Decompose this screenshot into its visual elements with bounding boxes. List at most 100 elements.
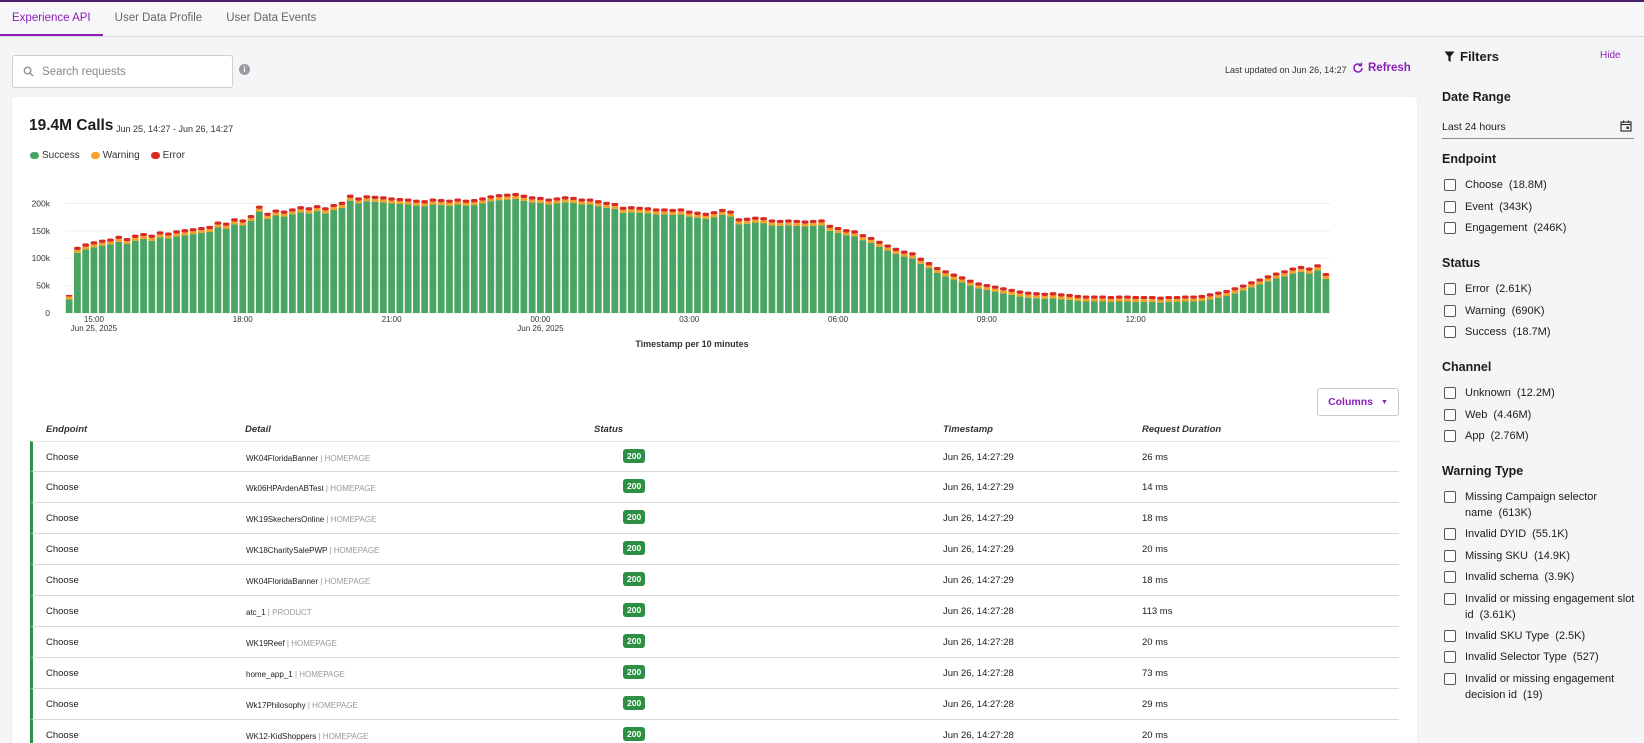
bar-error[interactable] [520,194,528,198]
bar-success[interactable] [685,216,693,313]
bar-success[interactable] [710,217,718,313]
bar-success[interactable] [1256,284,1264,313]
bar-error[interactable] [594,200,602,204]
tab-user-data-profile[interactable]: User Data Profile [114,12,203,24]
bar-warning[interactable] [65,296,73,300]
bar-error[interactable] [1099,295,1107,299]
bar-success[interactable] [718,214,726,313]
table-row[interactable]: Choose atc_1 | PRODUCT 200 Jun 26, 14:27:28… [30,596,1399,627]
bar-warning[interactable] [594,203,602,207]
bar-success[interactable] [1314,270,1321,313]
bar-success[interactable] [164,238,172,314]
filter-endpoint-option[interactable]: Choose (18.8M) [1444,177,1639,193]
bar-warning[interactable] [115,239,123,242]
bar-error[interactable] [164,232,172,236]
bar-warning[interactable] [90,244,98,248]
bar-success[interactable] [884,250,892,313]
checkbox[interactable] [1444,283,1456,295]
filter-warning-type-option[interactable]: Invalid DYID (55.1K) [1444,526,1639,542]
bar-error[interactable] [512,193,519,197]
bar-success[interactable] [1305,273,1313,313]
search-box[interactable] [12,55,233,88]
bar-success[interactable] [545,204,553,313]
bar-error[interactable] [1190,295,1197,299]
filter-warning-type-option[interactable]: Invalid or missing engagement slot id (3.… [1444,591,1639,623]
bar-error[interactable] [1198,294,1206,299]
bar-success[interactable] [264,218,271,313]
bar-success[interactable] [842,235,850,313]
bar-error[interactable] [685,210,693,214]
bar-warning[interactable] [322,210,329,214]
bar-error[interactable] [1206,293,1214,297]
filter-warning-type-option[interactable]: Missing SKU (14.9K) [1444,548,1639,564]
bar-success[interactable] [1239,290,1247,313]
bar-error[interactable] [1289,267,1297,271]
header-status[interactable]: Status [594,424,624,435]
bar-success[interactable] [578,204,586,313]
bar-error[interactable] [1033,292,1040,296]
bar-warning[interactable] [470,202,478,206]
bar-error[interactable] [1074,294,1082,299]
bar-success[interactable] [1024,297,1032,313]
bar-success[interactable] [1181,301,1189,314]
bar-warning[interactable] [206,229,214,232]
bar-error[interactable] [1024,291,1032,295]
bar-warning[interactable] [379,199,387,203]
bar-success[interactable] [396,203,404,313]
bar-warning[interactable] [735,221,743,225]
bar-error[interactable] [586,198,594,202]
bar-warning[interactable] [346,197,354,201]
bar-success[interactable] [768,225,776,313]
bar-warning[interactable] [991,288,999,292]
bar-success[interactable] [1272,278,1280,313]
bar-success[interactable] [611,208,619,313]
bar-error[interactable] [983,283,991,288]
bar-warning[interactable] [1190,298,1197,302]
bar-success[interactable] [98,245,106,313]
bar-success[interactable] [1124,301,1131,314]
bar-warning[interactable] [1148,299,1156,303]
filter-warning-type-option[interactable]: Invalid Selector Type (527) [1444,649,1639,665]
bar-success[interactable] [520,200,528,313]
bar-warning[interactable] [528,199,536,203]
bar-warning[interactable] [1033,295,1040,299]
bar-success[interactable] [437,205,445,313]
bar-error[interactable] [140,233,147,237]
bar-warning[interactable] [305,210,313,214]
bar-error[interactable] [1256,278,1264,282]
bar-success[interactable] [1140,302,1148,313]
header-request-duration[interactable]: Request Duration [1142,424,1222,435]
bar-error[interactable] [1297,265,1305,270]
bar-warning[interactable] [925,265,933,269]
bar-success[interactable] [1074,300,1082,313]
bar-error[interactable] [801,220,809,224]
bar-warning[interactable] [942,273,949,277]
bar-error[interactable] [818,219,825,223]
bar-warning[interactable] [1297,269,1305,272]
bar-warning[interactable] [586,201,594,205]
filter-warning-type-option[interactable]: Missing Campaign selector name (613K) [1444,489,1639,521]
info-icon[interactable]: i [239,64,250,75]
tab-user-data-events[interactable]: User Data Events [226,12,317,24]
bar-success[interactable] [247,220,255,313]
bar-warning[interactable] [1074,298,1082,301]
bar-success[interactable] [669,214,677,313]
bar-error[interactable] [942,270,949,274]
bar-error[interactable] [181,229,189,233]
bar-warning[interactable] [884,247,892,251]
bar-warning[interactable] [578,201,586,205]
bar-error[interactable] [446,199,453,203]
bar-warning[interactable] [685,213,693,217]
bar-success[interactable] [1198,300,1206,313]
bar-error[interactable] [1066,293,1073,298]
bar-warning[interactable] [983,287,991,290]
bar-error[interactable] [247,214,255,219]
bar-success[interactable] [288,214,296,313]
legend-warning[interactable]: Warning [90,150,140,161]
bar-success[interactable] [859,240,867,313]
bar-warning[interactable] [652,211,660,215]
bar-error[interactable] [495,194,503,198]
bar-warning[interactable] [1248,284,1255,288]
bar-warning[interactable] [669,212,677,215]
bar-error[interactable] [636,206,644,211]
